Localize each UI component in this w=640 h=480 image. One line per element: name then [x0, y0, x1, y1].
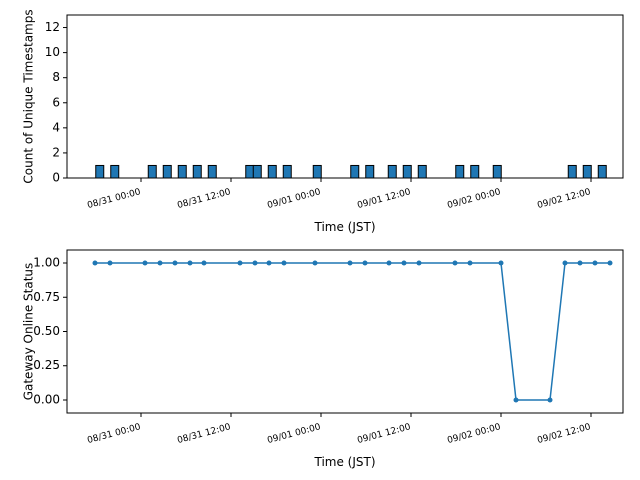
x-tick-label: 09/02 00:00	[446, 422, 502, 446]
bar	[582, 164, 592, 179]
x-tick-label: 09/01 12:00	[356, 187, 412, 211]
marker	[237, 260, 243, 266]
y-tick-label: 0.50	[33, 324, 60, 338]
x-tick-label: 09/02 00:00	[446, 187, 502, 211]
y-tick-label: 0.00	[33, 392, 60, 406]
axes-frame	[66, 14, 624, 179]
marker	[401, 260, 407, 266]
marker	[172, 260, 178, 266]
bar	[267, 164, 277, 179]
marker	[187, 260, 193, 266]
y-tick-label: 0.25	[33, 358, 60, 372]
marker	[142, 260, 148, 266]
marker	[386, 260, 392, 266]
y-tick-label: 1.00	[33, 256, 60, 270]
marker	[498, 260, 504, 266]
y-tick-label: 0.75	[33, 290, 60, 304]
marker	[312, 260, 318, 266]
bar	[252, 164, 262, 179]
y-axis-label: Count of Unique Timestamps	[22, 9, 36, 183]
marker	[547, 397, 553, 403]
marker	[92, 260, 98, 266]
y-tick-label: 0	[52, 171, 60, 185]
bar	[417, 164, 427, 179]
y-tick-label: 8	[52, 70, 60, 84]
x-axis-label: Time (JST)	[313, 455, 375, 469]
bar	[162, 164, 172, 179]
marker	[281, 260, 287, 266]
bar	[95, 164, 105, 179]
bar	[597, 164, 607, 179]
x-tick-label: 09/01 00:00	[266, 422, 322, 446]
marker	[266, 260, 272, 266]
bar	[177, 164, 187, 179]
y-tick-label: 6	[52, 95, 60, 109]
bar	[470, 164, 480, 179]
marker	[577, 260, 583, 266]
marker	[592, 260, 598, 266]
marker	[513, 397, 519, 403]
marker	[607, 260, 613, 266]
line	[95, 262, 610, 401]
bar	[402, 164, 412, 179]
x-tick-label: 08/31 00:00	[86, 187, 142, 211]
bar	[207, 164, 217, 179]
marker	[347, 260, 353, 266]
bar	[282, 164, 292, 179]
y-axis-label: Gateway Online Status	[22, 263, 36, 401]
x-axis-label: Time (JST)	[313, 220, 375, 234]
x-tick-label: 08/31 12:00	[176, 422, 232, 446]
marker	[452, 260, 458, 266]
y-tick-label: 10	[45, 45, 60, 59]
marker	[107, 260, 113, 266]
x-tick-label: 09/02 12:00	[536, 187, 592, 211]
bar	[567, 164, 577, 179]
bar	[192, 164, 202, 179]
x-tick-label: 09/02 12:00	[536, 422, 592, 446]
axes-frame	[66, 249, 624, 414]
marker	[416, 260, 422, 266]
bar	[110, 164, 120, 179]
bar	[312, 164, 322, 179]
marker	[157, 260, 163, 266]
bar	[455, 164, 465, 179]
marker	[362, 260, 368, 266]
bar	[387, 164, 397, 179]
x-tick-label: 09/01 12:00	[356, 422, 412, 446]
marker	[252, 260, 258, 266]
bar	[350, 164, 360, 179]
marker	[562, 260, 568, 266]
x-tick-label: 09/01 00:00	[266, 187, 322, 211]
x-tick-label: 08/31 00:00	[86, 422, 142, 446]
marker	[201, 260, 207, 266]
bar	[365, 164, 375, 179]
bar	[492, 164, 502, 179]
y-tick-label: 12	[45, 20, 60, 34]
y-tick-label: 4	[52, 120, 60, 134]
y-tick-label: 2	[52, 145, 60, 159]
bar	[245, 164, 255, 179]
x-tick-label: 08/31 12:00	[176, 187, 232, 211]
bar	[147, 164, 157, 179]
marker	[467, 260, 473, 266]
